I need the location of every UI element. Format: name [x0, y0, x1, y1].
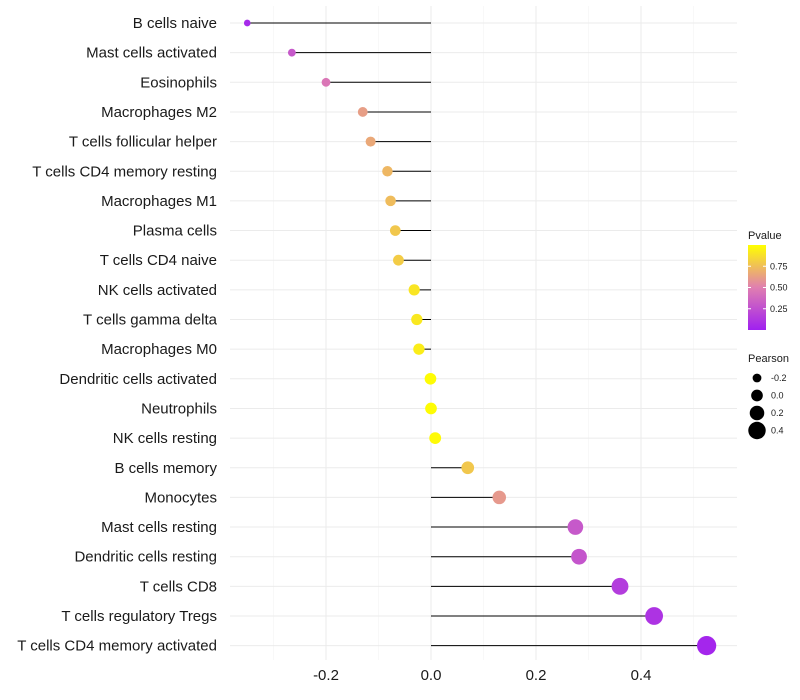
category-label: Monocytes [144, 489, 217, 506]
category-label: Macrophages M0 [101, 341, 217, 358]
lollipop-point [393, 254, 404, 266]
x-tick-label: -0.2 [313, 667, 339, 684]
category-label: Macrophages M1 [101, 193, 217, 210]
category-label: T cells follicular helper [69, 134, 217, 151]
size-legend-title: Pearson [748, 353, 789, 365]
category-label: NK cells activated [98, 282, 217, 299]
category-label: Dendritic cells resting [74, 549, 217, 566]
x-tick-label: 0.0 [421, 667, 442, 684]
color-legend-bar [748, 245, 766, 330]
lollipop-point [645, 607, 664, 625]
size-legend-label: -0.2 [771, 373, 787, 383]
lollipop-point [357, 107, 368, 117]
category-label: Eosinophils [140, 74, 217, 91]
category-label: Macrophages M2 [101, 104, 217, 121]
lollipop-point [389, 225, 401, 236]
category-label: T cells CD4 memory activated [17, 638, 217, 655]
lollipop-point [411, 313, 423, 326]
lollipop-point [429, 432, 442, 444]
lollipop-point [611, 577, 629, 595]
x-tick-label: 0.4 [631, 667, 652, 684]
category-label: Mast cells activated [86, 45, 217, 62]
color-legend-title: Pvalue [748, 230, 782, 242]
category-label: NK cells resting [113, 430, 217, 447]
lollipop-point [321, 77, 331, 87]
lollipop-point [424, 372, 437, 385]
lollipop-point [385, 195, 396, 207]
lollipop-point [243, 19, 251, 27]
lollipop-point [567, 519, 584, 535]
category-label: B cells naive [133, 15, 217, 32]
size-legend-point [749, 405, 765, 421]
lollipop-point [492, 490, 507, 505]
size-legend-point [748, 421, 766, 440]
category-label: T cells CD4 naive [100, 252, 217, 269]
lollipop-point [425, 402, 437, 415]
lollipop-point [365, 136, 376, 147]
size-legend-point [751, 389, 763, 402]
color-legend-tick-label: 0.50 [770, 283, 788, 293]
x-tick-label: 0.2 [526, 667, 547, 684]
category-label: Mast cells resting [101, 519, 217, 536]
size-legend-label: 0.4 [771, 426, 784, 436]
size-legend-point [752, 373, 762, 383]
category-label: T cells regulatory Tregs [61, 608, 217, 625]
lollipop-point [697, 636, 717, 656]
color-legend-tick-label: 0.25 [770, 304, 788, 314]
lollipop-point [571, 548, 587, 565]
category-label: Dendritic cells activated [59, 371, 217, 388]
size-legend-label: 0.2 [771, 408, 784, 418]
lollipop-point [287, 48, 296, 57]
lollipop-point [382, 166, 393, 177]
category-label: T cells gamma delta [83, 312, 218, 329]
color-legend-tick-label: 0.75 [770, 261, 788, 271]
lollipop-point [413, 343, 425, 355]
category-label: Neutrophils [141, 400, 217, 417]
size-legend-label: 0.0 [771, 391, 784, 401]
category-label: B cells memory [114, 460, 217, 477]
category-label: T cells CD4 memory resting [32, 163, 217, 180]
category-label: Plasma cells [133, 223, 217, 240]
lollipop-point [408, 284, 420, 296]
category-label: T cells CD8 [140, 578, 217, 595]
lollipop-point [461, 461, 475, 475]
